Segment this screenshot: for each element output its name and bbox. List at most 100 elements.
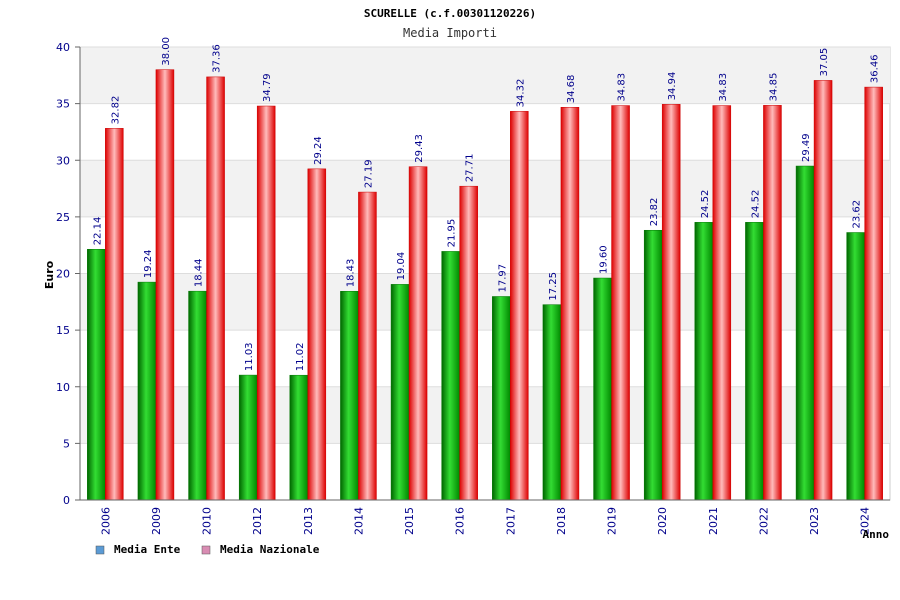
data-label: 34.32 (515, 79, 526, 108)
data-label: 34.83 (617, 73, 628, 102)
bar-media-ente-2010 (188, 290, 207, 501)
bar-media-nazionale-2023 (813, 80, 833, 501)
data-label: 36.46 (870, 54, 881, 83)
data-label: 22.14 (92, 217, 103, 246)
data-label: 32.82 (110, 96, 121, 125)
data-label: 34.83 (718, 73, 729, 102)
x-tick-label: 2010 (201, 507, 214, 535)
data-label: 18.44 (194, 259, 205, 288)
bar-media-nazionale-2017 (510, 111, 529, 501)
bar-media-ente-2018 (542, 304, 562, 501)
bar-media-ente-2012 (238, 374, 258, 501)
legend-label: Media Ente (114, 543, 181, 556)
data-label: 24.52 (700, 190, 711, 219)
bar-media-ente-2014 (340, 291, 359, 501)
x-tick-label: 2018 (555, 507, 568, 535)
y-tick-label: 35 (56, 98, 70, 111)
x-tick-label: 2023 (808, 507, 821, 535)
legend-label: Media Nazionale (220, 543, 320, 556)
y-axis-ticks: 0 5 10 15 20 25 30 35 40 (56, 41, 80, 507)
data-label: 29.43 (414, 134, 425, 163)
data-label: 17.97 (497, 264, 508, 293)
x-tick-label: 2014 (352, 507, 365, 535)
y-tick-label: 30 (56, 154, 70, 167)
bar-media-ente-2009 (137, 281, 157, 501)
bar-media-ente-2015 (390, 284, 410, 501)
x-tick-label: 2019 (606, 507, 619, 535)
y-tick-label: 40 (56, 41, 70, 54)
bar-media-ente-2023 (795, 165, 815, 501)
x-tick-label: 2021 (707, 507, 720, 535)
bar-media-ente-2024 (846, 232, 865, 501)
data-label: 34.94 (667, 72, 678, 101)
data-labels: 22.14 32.82 19.24 38.00 18.44 37.36 11.03 34.79… (92, 37, 880, 371)
y-tick-label: 10 (56, 381, 70, 394)
chart-subtitle: Media Importi (403, 26, 497, 40)
bar-media-nazionale-2012 (256, 105, 276, 501)
bar-media-nazionale-2018 (560, 106, 580, 501)
bar-media-ente-2021 (694, 222, 714, 501)
data-label: 17.25 (548, 272, 559, 301)
bars (87, 69, 883, 501)
bar-media-nazionale-2021 (712, 105, 732, 501)
bar-media-nazionale-2016 (459, 185, 478, 501)
x-tick-label: 2020 (656, 507, 669, 535)
x-axis-ticks: 2006 2009 2010 2012 2013 2014 2015 2016 2017 2018… (99, 507, 871, 535)
bar-media-nazionale-2015 (408, 166, 428, 501)
data-label: 19.24 (143, 249, 154, 278)
data-label: 27.19 (363, 159, 374, 188)
chart-title: SCURELLE (c.f.00301120226) (364, 7, 536, 20)
bar-media-ente-2016 (441, 251, 460, 501)
data-label: 27.71 (465, 154, 476, 183)
bar-media-ente-2013 (289, 374, 309, 501)
x-tick-label: 2012 (251, 507, 264, 535)
bar-media-nazionale-2020 (661, 104, 681, 501)
legend: Media Ente Media Nazionale (95, 543, 320, 556)
x-tick-label: 2024 (859, 507, 872, 535)
y-tick-label: 15 (56, 324, 70, 337)
x-tick-label: 2009 (150, 507, 163, 535)
bar-media-nazionale-2024 (864, 86, 883, 501)
data-label: 11.02 (295, 343, 306, 372)
x-axis-label: Anno (863, 528, 890, 541)
data-label: 37.36 (212, 44, 223, 73)
x-tick-label: 2016 (454, 507, 467, 535)
bar-media-nazionale-2019 (611, 105, 630, 501)
bar-media-nazionale-2006 (105, 128, 124, 501)
data-label: 29.49 (801, 133, 812, 162)
x-tick-label: 2013 (302, 507, 315, 535)
data-label: 23.62 (852, 200, 863, 229)
data-label: 19.60 (599, 245, 610, 274)
x-tick-label: 2022 (757, 507, 770, 535)
bar-media-nazionale-2009 (155, 69, 175, 501)
data-label: 24.52 (750, 190, 761, 219)
data-label: 29.24 (313, 136, 324, 165)
x-tick-label: 2006 (99, 507, 112, 535)
data-label: 18.43 (345, 259, 356, 288)
legend-swatch (201, 545, 211, 555)
data-label: 11.03 (244, 342, 255, 371)
bar-media-nazionale-2022 (763, 105, 782, 501)
data-label: 34.79 (262, 73, 273, 102)
y-tick-label: 20 (56, 268, 70, 281)
data-label: 37.05 (819, 48, 830, 77)
y-tick-label: 5 (63, 437, 70, 450)
y-axis-label: Euro (43, 260, 56, 289)
bar-media-ente-2020 (643, 229, 663, 501)
y-tick-label: 25 (56, 211, 70, 224)
data-label: 19.04 (396, 252, 407, 281)
bar-media-nazionale-2014 (358, 191, 377, 501)
x-tick-label: 2017 (504, 507, 517, 535)
bar-media-ente-2019 (593, 277, 612, 501)
x-tick-label: 2015 (403, 507, 416, 535)
data-label: 34.68 (566, 75, 577, 104)
y-tick-label: 0 (63, 494, 70, 507)
bar-media-nazionale-2013 (307, 168, 327, 501)
bar-media-ente-2017 (492, 296, 511, 501)
bar-media-nazionale-2010 (206, 76, 225, 501)
bar-media-ente-2022 (745, 222, 764, 501)
data-label: 23.82 (649, 198, 660, 227)
data-label: 38.00 (161, 37, 172, 66)
